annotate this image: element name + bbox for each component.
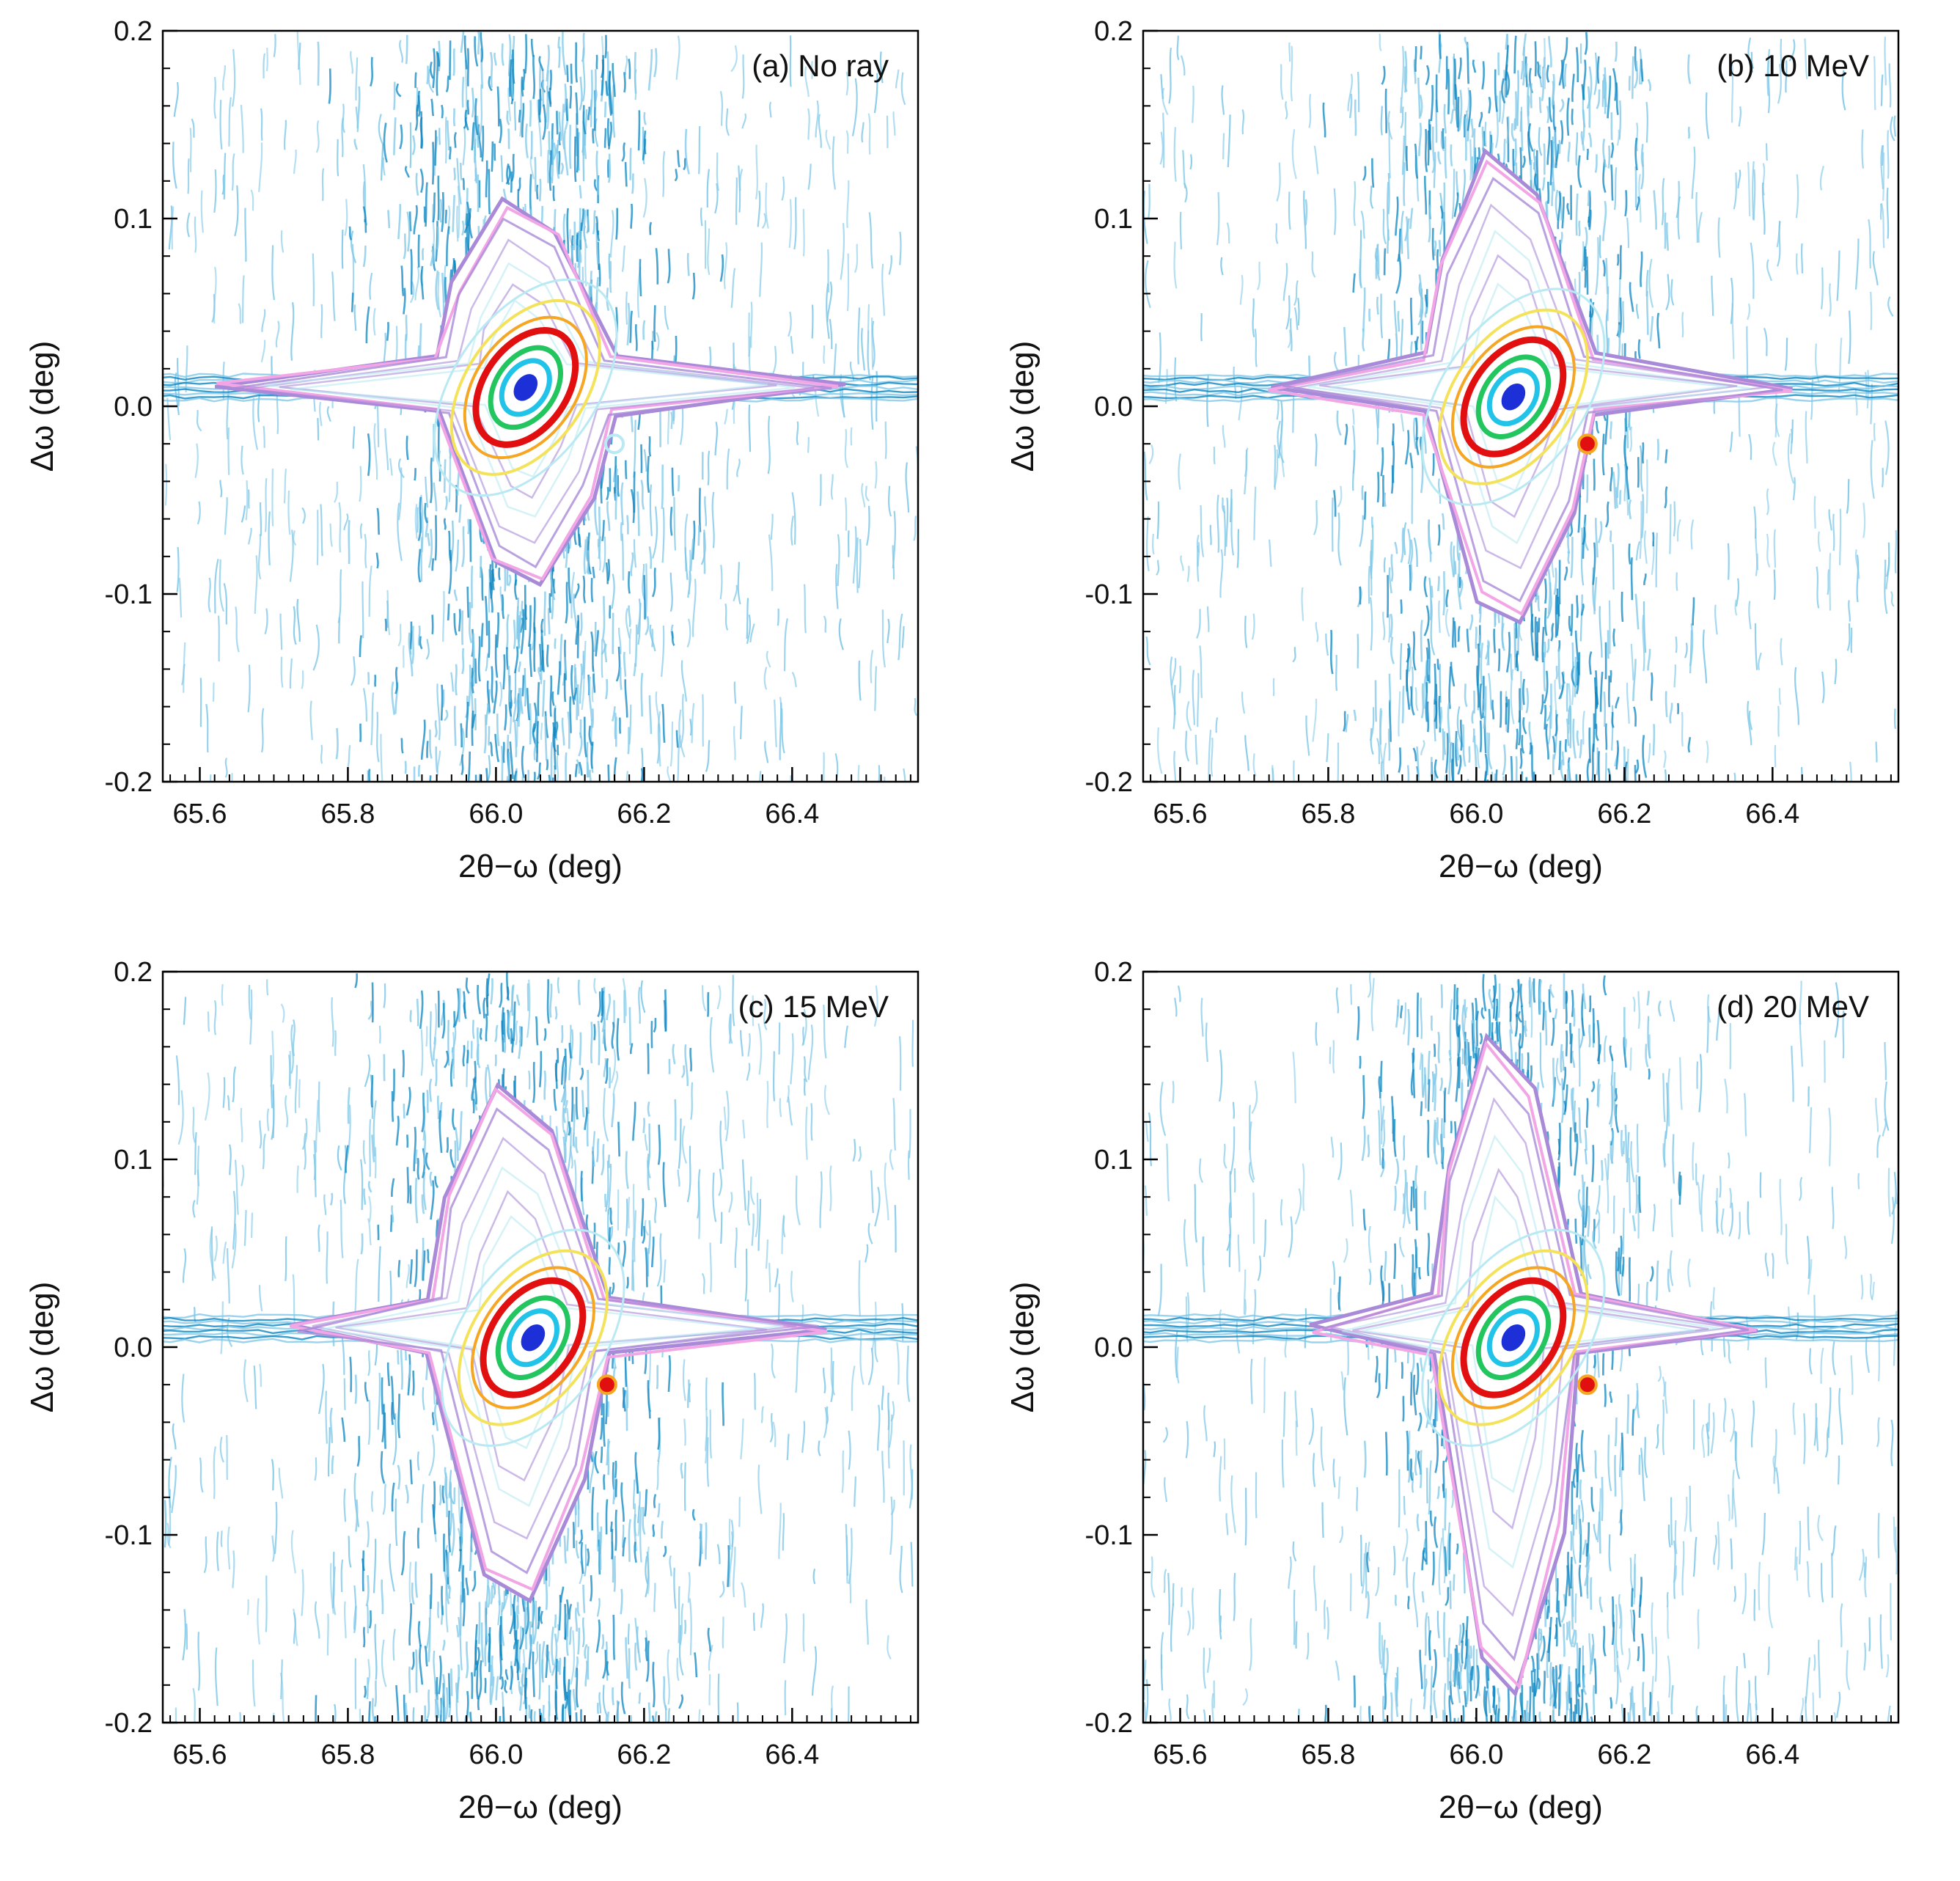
contour-field bbox=[1143, 31, 1898, 782]
contour-plot-d: 65.6 65.8 66.0 66.2 66.4 -0.2 -0.1 0.0 0.1 0.2 2θ−… bbox=[1005, 957, 1900, 1825]
x-tick-label: 66.4 bbox=[1745, 799, 1799, 829]
x-tick-label: 66.4 bbox=[765, 799, 819, 829]
contour-plot-b: 65.6 65.8 66.0 66.2 66.4 -0.2 -0.1 0.0 0.1 0.2 2θ−… bbox=[1005, 16, 1900, 884]
y-tick-label: -0.2 bbox=[1085, 1708, 1133, 1739]
secondary-peak bbox=[596, 1374, 617, 1396]
x-tick-label: 66.2 bbox=[1597, 799, 1651, 829]
peak-core bbox=[1421, 1228, 1606, 1447]
panel-label: (a) No ray bbox=[752, 48, 889, 83]
y-tick-label: 0.1 bbox=[1094, 1145, 1133, 1176]
y-tick-label: -0.1 bbox=[1085, 1520, 1133, 1551]
x-axis-title: 2θ−ω (deg) bbox=[458, 1789, 623, 1825]
secondary-peak bbox=[1577, 433, 1598, 455]
contour-field bbox=[163, 972, 918, 1723]
y-tick-label: 0.1 bbox=[1094, 204, 1133, 235]
y-tick-label: 0.0 bbox=[114, 392, 153, 422]
x-tick-label: 66.2 bbox=[617, 799, 671, 829]
y-tick-label: -0.1 bbox=[105, 579, 153, 610]
x-tick-label: 65.8 bbox=[1301, 1739, 1355, 1770]
secondary-peak bbox=[1577, 1374, 1598, 1396]
panel-label: (c) 15 MeV bbox=[738, 989, 889, 1024]
x-tick-label: 65.8 bbox=[320, 799, 375, 829]
y-tick-label: 0.1 bbox=[114, 204, 153, 235]
y-tick-label: 0.2 bbox=[114, 16, 153, 47]
x-tick-label: 66.0 bbox=[469, 799, 523, 829]
y-tick-label: 0.0 bbox=[1094, 392, 1133, 422]
panel-d: 65.6 65.8 66.0 66.2 66.4 -0.2 -0.1 0.0 0.1 0.2 2θ−… bbox=[980, 941, 1960, 1881]
y-axis-title: Δω (deg) bbox=[24, 1282, 60, 1413]
x-tick-label: 66.2 bbox=[617, 1739, 671, 1770]
peak-core bbox=[433, 278, 618, 497]
x-tick-label: 66.4 bbox=[765, 1739, 819, 1770]
y-axis-title: Δω (deg) bbox=[24, 341, 60, 472]
panel-label: (b) 10 MeV bbox=[1717, 48, 1869, 83]
contour-plot-a: 65.6 65.8 66.0 66.2 66.4 -0.2 -0.1 0.0 0.1 0.2 2θ−… bbox=[24, 16, 920, 884]
x-tick-label: 66.2 bbox=[1597, 1739, 1651, 1770]
y-tick-label: -0.2 bbox=[105, 1708, 153, 1739]
secondary-peak bbox=[603, 433, 625, 455]
contour-field bbox=[163, 31, 918, 782]
x-tick-label: 66.0 bbox=[469, 1739, 523, 1770]
panel-b: 65.6 65.8 66.0 66.2 66.4 -0.2 -0.1 0.0 0.1 0.2 2θ−… bbox=[980, 0, 1960, 940]
x-axis-title: 2θ−ω (deg) bbox=[1439, 1789, 1603, 1825]
x-tick-label: 65.6 bbox=[1153, 1739, 1208, 1770]
panel-label: (d) 20 MeV bbox=[1717, 989, 1869, 1024]
x-tick-label: 66.0 bbox=[1449, 799, 1503, 829]
panel-a: 65.6 65.8 66.0 66.2 66.4 -0.2 -0.1 0.0 0.1 0.2 2θ−… bbox=[0, 0, 980, 940]
y-tick-label: 0.2 bbox=[1094, 16, 1133, 47]
y-axis-title: Δω (deg) bbox=[1005, 341, 1040, 472]
x-tick-label: 66.0 bbox=[1449, 1739, 1503, 1770]
y-tick-label: 0.2 bbox=[114, 957, 153, 988]
contour-plot-c: 65.6 65.8 66.0 66.2 66.4 -0.2 -0.1 0.0 0.1 0.2 2θ−… bbox=[24, 957, 920, 1825]
y-tick-label: 0.0 bbox=[1094, 1332, 1133, 1363]
y-tick-label: 0.0 bbox=[114, 1332, 153, 1363]
x-tick-label: 65.8 bbox=[1301, 799, 1355, 829]
y-axis-title: Δω (deg) bbox=[1005, 1282, 1040, 1413]
x-axis-title: 2θ−ω (deg) bbox=[458, 848, 623, 884]
x-tick-label: 65.6 bbox=[1153, 799, 1208, 829]
contour-field bbox=[1143, 972, 1898, 1723]
y-tick-label: -0.2 bbox=[1085, 767, 1133, 798]
x-tick-label: 66.4 bbox=[1745, 1739, 1799, 1770]
x-tick-label: 65.6 bbox=[173, 1739, 227, 1770]
peak-core bbox=[441, 1228, 625, 1447]
y-tick-label: 0.1 bbox=[114, 1145, 153, 1176]
panel-c: 65.6 65.8 66.0 66.2 66.4 -0.2 -0.1 0.0 0.1 0.2 2θ−… bbox=[0, 941, 980, 1881]
y-tick-label: -0.2 bbox=[105, 767, 153, 798]
y-tick-label: -0.1 bbox=[105, 1520, 153, 1551]
y-tick-label: -0.1 bbox=[1085, 579, 1133, 610]
x-tick-label: 65.6 bbox=[173, 799, 227, 829]
peak-core bbox=[1421, 287, 1606, 506]
x-tick-label: 65.8 bbox=[320, 1739, 375, 1770]
x-axis-title: 2θ−ω (deg) bbox=[1439, 848, 1603, 884]
y-tick-label: 0.2 bbox=[1094, 957, 1133, 988]
